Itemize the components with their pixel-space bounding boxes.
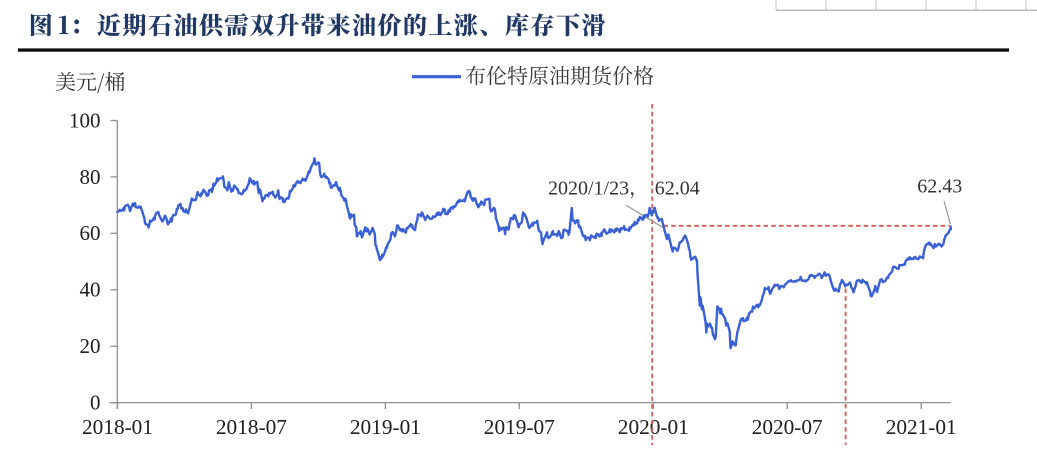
svg-text:100: 100 xyxy=(69,108,101,132)
svg-text:62.43: 62.43 xyxy=(917,176,962,198)
svg-text:62.04: 62.04 xyxy=(655,178,700,200)
svg-text:80: 80 xyxy=(80,165,101,189)
svg-text:2019-07: 2019-07 xyxy=(484,415,555,439)
svg-text:2020-01: 2020-01 xyxy=(618,415,689,439)
svg-text:2020/1/23: 2020/1/23 xyxy=(548,178,629,200)
svg-text:0: 0 xyxy=(90,391,101,415)
svg-text:2018-01: 2018-01 xyxy=(82,415,153,439)
svg-text:60: 60 xyxy=(80,221,101,245)
svg-text:2021-01: 2021-01 xyxy=(886,415,957,439)
svg-text:2019-01: 2019-01 xyxy=(350,415,421,439)
svg-text:2020-07: 2020-07 xyxy=(752,415,823,439)
svg-text:20: 20 xyxy=(80,334,101,358)
svg-text:2018-07: 2018-07 xyxy=(216,415,287,439)
svg-text:40: 40 xyxy=(80,278,101,302)
